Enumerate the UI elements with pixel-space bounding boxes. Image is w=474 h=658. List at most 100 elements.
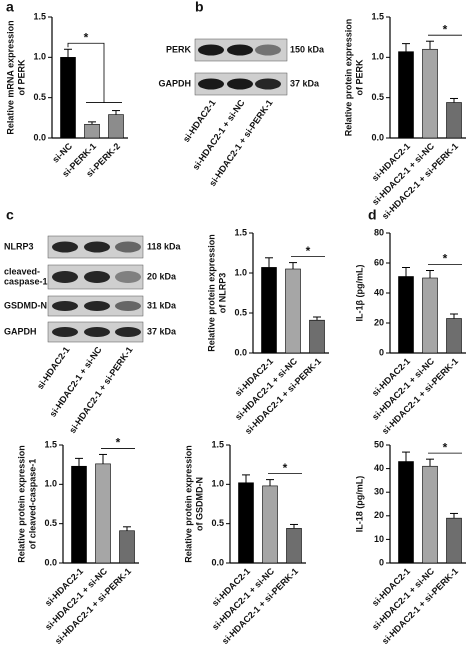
panel-label: a	[6, 0, 14, 15]
y-tick-label: 40	[374, 463, 384, 473]
y-tick-label: 10	[374, 534, 384, 544]
blot-size-label: 37 kDa	[147, 326, 177, 336]
y-tick-label: 60	[374, 257, 384, 267]
y-tick-label: 0.5	[33, 92, 46, 102]
bar	[309, 319, 325, 354]
error-bar	[402, 43, 410, 52]
bar	[422, 277, 438, 354]
lane-label: si-HDAC2-1	[35, 345, 72, 391]
blot-band	[52, 271, 78, 283]
significance-star: *	[84, 30, 89, 44]
bar	[238, 482, 254, 564]
error-bar	[426, 458, 434, 467]
panel-label: b	[195, 0, 204, 15]
blot-band	[84, 271, 110, 283]
y-tick-label: 0.0	[44, 557, 57, 567]
y-tick-label: 1.0	[33, 52, 46, 62]
bar	[398, 51, 414, 139]
bar	[285, 268, 301, 354]
error-bar	[265, 257, 273, 268]
blot-size-label: 20 kDa	[147, 271, 177, 281]
y-tick-label: 0.5	[211, 518, 224, 528]
blot-protein-label: PERK	[166, 44, 192, 54]
bar	[60, 57, 76, 139]
y-tick-label: 0.0	[211, 557, 224, 567]
blot-protein-label: GSDMD-N	[4, 300, 47, 310]
blot-band	[84, 241, 110, 253]
bar	[446, 318, 462, 354]
blot-band	[198, 44, 224, 56]
error-bar	[266, 479, 274, 486]
bar	[422, 465, 438, 564]
blot-band	[52, 241, 78, 253]
significance-star: *	[443, 22, 448, 36]
significance-star: *	[283, 461, 288, 475]
y-tick-label: 40	[374, 287, 384, 297]
error-bar	[426, 270, 434, 278]
y-axis-label: of PERK	[354, 59, 364, 96]
y-tick-label: 1.5	[33, 11, 46, 21]
blot-size-label: 150 kDa	[290, 44, 325, 54]
blot-band	[115, 241, 141, 253]
y-axis-label: of NLRP3	[217, 273, 227, 314]
blot-band	[115, 301, 141, 311]
lane-label: si-HDAC2-1 + si-PERK-1	[67, 345, 134, 435]
significance-star: *	[116, 436, 121, 450]
blot-band	[255, 78, 281, 90]
y-tick-label: 1.5	[44, 439, 57, 449]
blot-band	[115, 327, 141, 337]
error-bar	[75, 457, 83, 467]
y-tick-label: 20	[374, 510, 384, 520]
significance-star: *	[306, 244, 311, 258]
blot-band	[198, 78, 224, 90]
y-tick-label: 1.0	[44, 479, 57, 489]
blot-protein-label: NLRP3	[4, 241, 34, 251]
y-axis-label: Relative protein expression	[183, 445, 193, 563]
bar	[398, 461, 414, 564]
y-axis-label: of PERK	[16, 59, 26, 96]
y-tick-label: 0.0	[234, 347, 247, 357]
error-bar	[402, 267, 410, 277]
blot-size-label: 37 kDa	[290, 78, 320, 88]
blot-band	[52, 301, 78, 311]
error-bar	[450, 512, 458, 519]
blot-band	[84, 327, 110, 337]
bar	[84, 123, 100, 139]
significance-bracket	[67, 42, 105, 103]
blot-protein-label: GAPDH	[158, 78, 191, 88]
blot-band	[227, 78, 253, 90]
y-tick-label: 0.5	[234, 307, 247, 317]
blot-band	[52, 327, 78, 337]
y-tick-label: 20	[374, 317, 384, 327]
y-axis-label: IL-18 (pg/mL)	[354, 476, 364, 533]
error-bar	[99, 453, 107, 464]
blot-band	[84, 301, 110, 311]
y-tick-label: 1.0	[371, 52, 384, 62]
blot-band	[227, 44, 253, 56]
y-tick-label: 30	[374, 487, 384, 497]
y-tick-label: 0.0	[33, 132, 46, 142]
y-axis-label: of cleaved-caspase-1	[27, 459, 37, 550]
y-tick-label: 0.5	[371, 92, 384, 102]
lane-label: si-HDAC2-1 + si-NC	[191, 97, 247, 171]
panel-label: c	[6, 207, 14, 223]
bar	[398, 276, 414, 354]
blot-protein-label: GAPDH	[4, 326, 37, 336]
error-bar	[450, 313, 458, 319]
bar	[108, 114, 124, 139]
y-tick-label: 0	[379, 557, 384, 567]
error-bar	[450, 97, 458, 103]
blot-protein-label: caspase-1	[4, 276, 48, 286]
error-bar	[313, 316, 321, 321]
significance-star: *	[443, 252, 448, 266]
bar	[422, 48, 438, 139]
bar	[286, 528, 302, 564]
blot-band	[255, 44, 281, 56]
y-tick-label: 1.5	[234, 227, 247, 237]
error-bar	[289, 262, 297, 269]
error-bar	[290, 523, 298, 529]
error-bar	[112, 110, 120, 115]
y-tick-label: 80	[374, 227, 384, 237]
y-axis-label: IL-1β (pg/mL)	[354, 265, 364, 322]
